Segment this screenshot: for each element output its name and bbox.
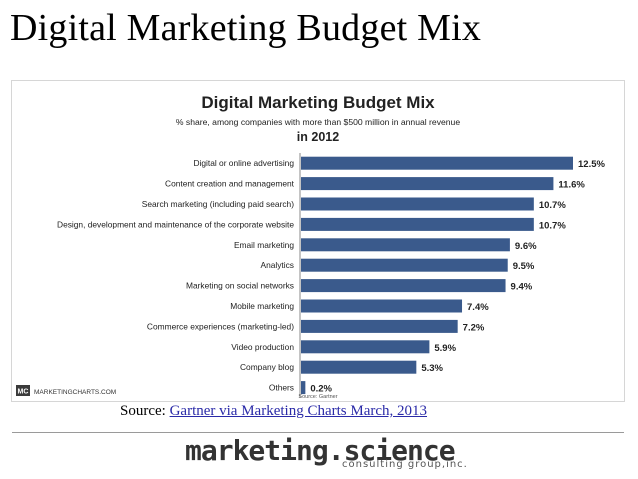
category-label: Digital or online advertising (193, 158, 294, 168)
mc-logo-badge-text: MC (18, 389, 29, 396)
bar (301, 299, 463, 313)
data-label: 5.3% (421, 363, 443, 374)
chart-frame: Digital Marketing Budget Mix % share, amo… (11, 80, 625, 402)
category-label: Content creation and management (165, 179, 295, 189)
source-prefix: Source: (120, 403, 170, 419)
bar-chart: Digital Marketing Budget Mix % share, amo… (16, 93, 605, 400)
source-line: Source: Gartner via Marketing Charts Mar… (120, 403, 427, 420)
data-label: 9.5% (513, 261, 535, 272)
category-label: Video production (231, 342, 294, 352)
bar (301, 238, 510, 252)
category-label: Mobile marketing (230, 301, 294, 311)
data-label: 11.6% (558, 180, 585, 191)
category-label: Design, development and maintenance of t… (57, 219, 294, 229)
category-label: Email marketing (234, 240, 294, 250)
data-label: 10.7% (539, 200, 566, 211)
slide-title: Digital Marketing Budget Mix (10, 7, 482, 49)
bar (301, 279, 506, 293)
data-label: 10.7% (539, 220, 566, 231)
category-label: Search marketing (including paid search) (142, 199, 294, 209)
bar (301, 177, 554, 191)
data-label: 7.2% (463, 322, 485, 333)
data-label: 9.4% (511, 282, 533, 293)
category-label: Marketing on social networks (186, 281, 294, 291)
footer-divider (12, 432, 624, 433)
bar (301, 156, 573, 170)
data-label: 7.4% (467, 302, 489, 313)
bar (301, 340, 430, 354)
bar (301, 319, 458, 333)
mc-logo-badge (16, 385, 30, 396)
category-label: Company blog (240, 362, 294, 372)
chart-title: Digital Marketing Budget Mix (201, 93, 435, 112)
data-label: 12.5% (578, 159, 605, 170)
brand-tagline: consulting group,inc. (342, 459, 468, 470)
chart-subtitle-year: in 2012 (297, 130, 339, 144)
bar (301, 197, 534, 211)
mc-logo-text: MARKETINGCHARTS.COM (34, 389, 116, 396)
bar (301, 217, 534, 231)
brand-name: marketing.science (185, 434, 456, 467)
chart-source: Source: Gartner (298, 394, 337, 400)
chart-subtitle: % share, among companies with more than … (176, 117, 460, 127)
data-label: 5.9% (434, 343, 456, 354)
bar (301, 360, 417, 374)
brand-logo: marketing.science consulting group,inc. (185, 434, 467, 474)
bar (301, 258, 508, 272)
bar (301, 381, 306, 395)
category-label: Commerce experiences (marketing-led) (147, 321, 294, 331)
source-link[interactable]: Gartner via Marketing Charts March, 2013 (169, 403, 428, 419)
category-label: Others (269, 383, 294, 393)
data-label: 0.2% (310, 384, 332, 395)
data-label: 9.6% (515, 241, 537, 252)
category-label: Analytics (260, 260, 294, 270)
